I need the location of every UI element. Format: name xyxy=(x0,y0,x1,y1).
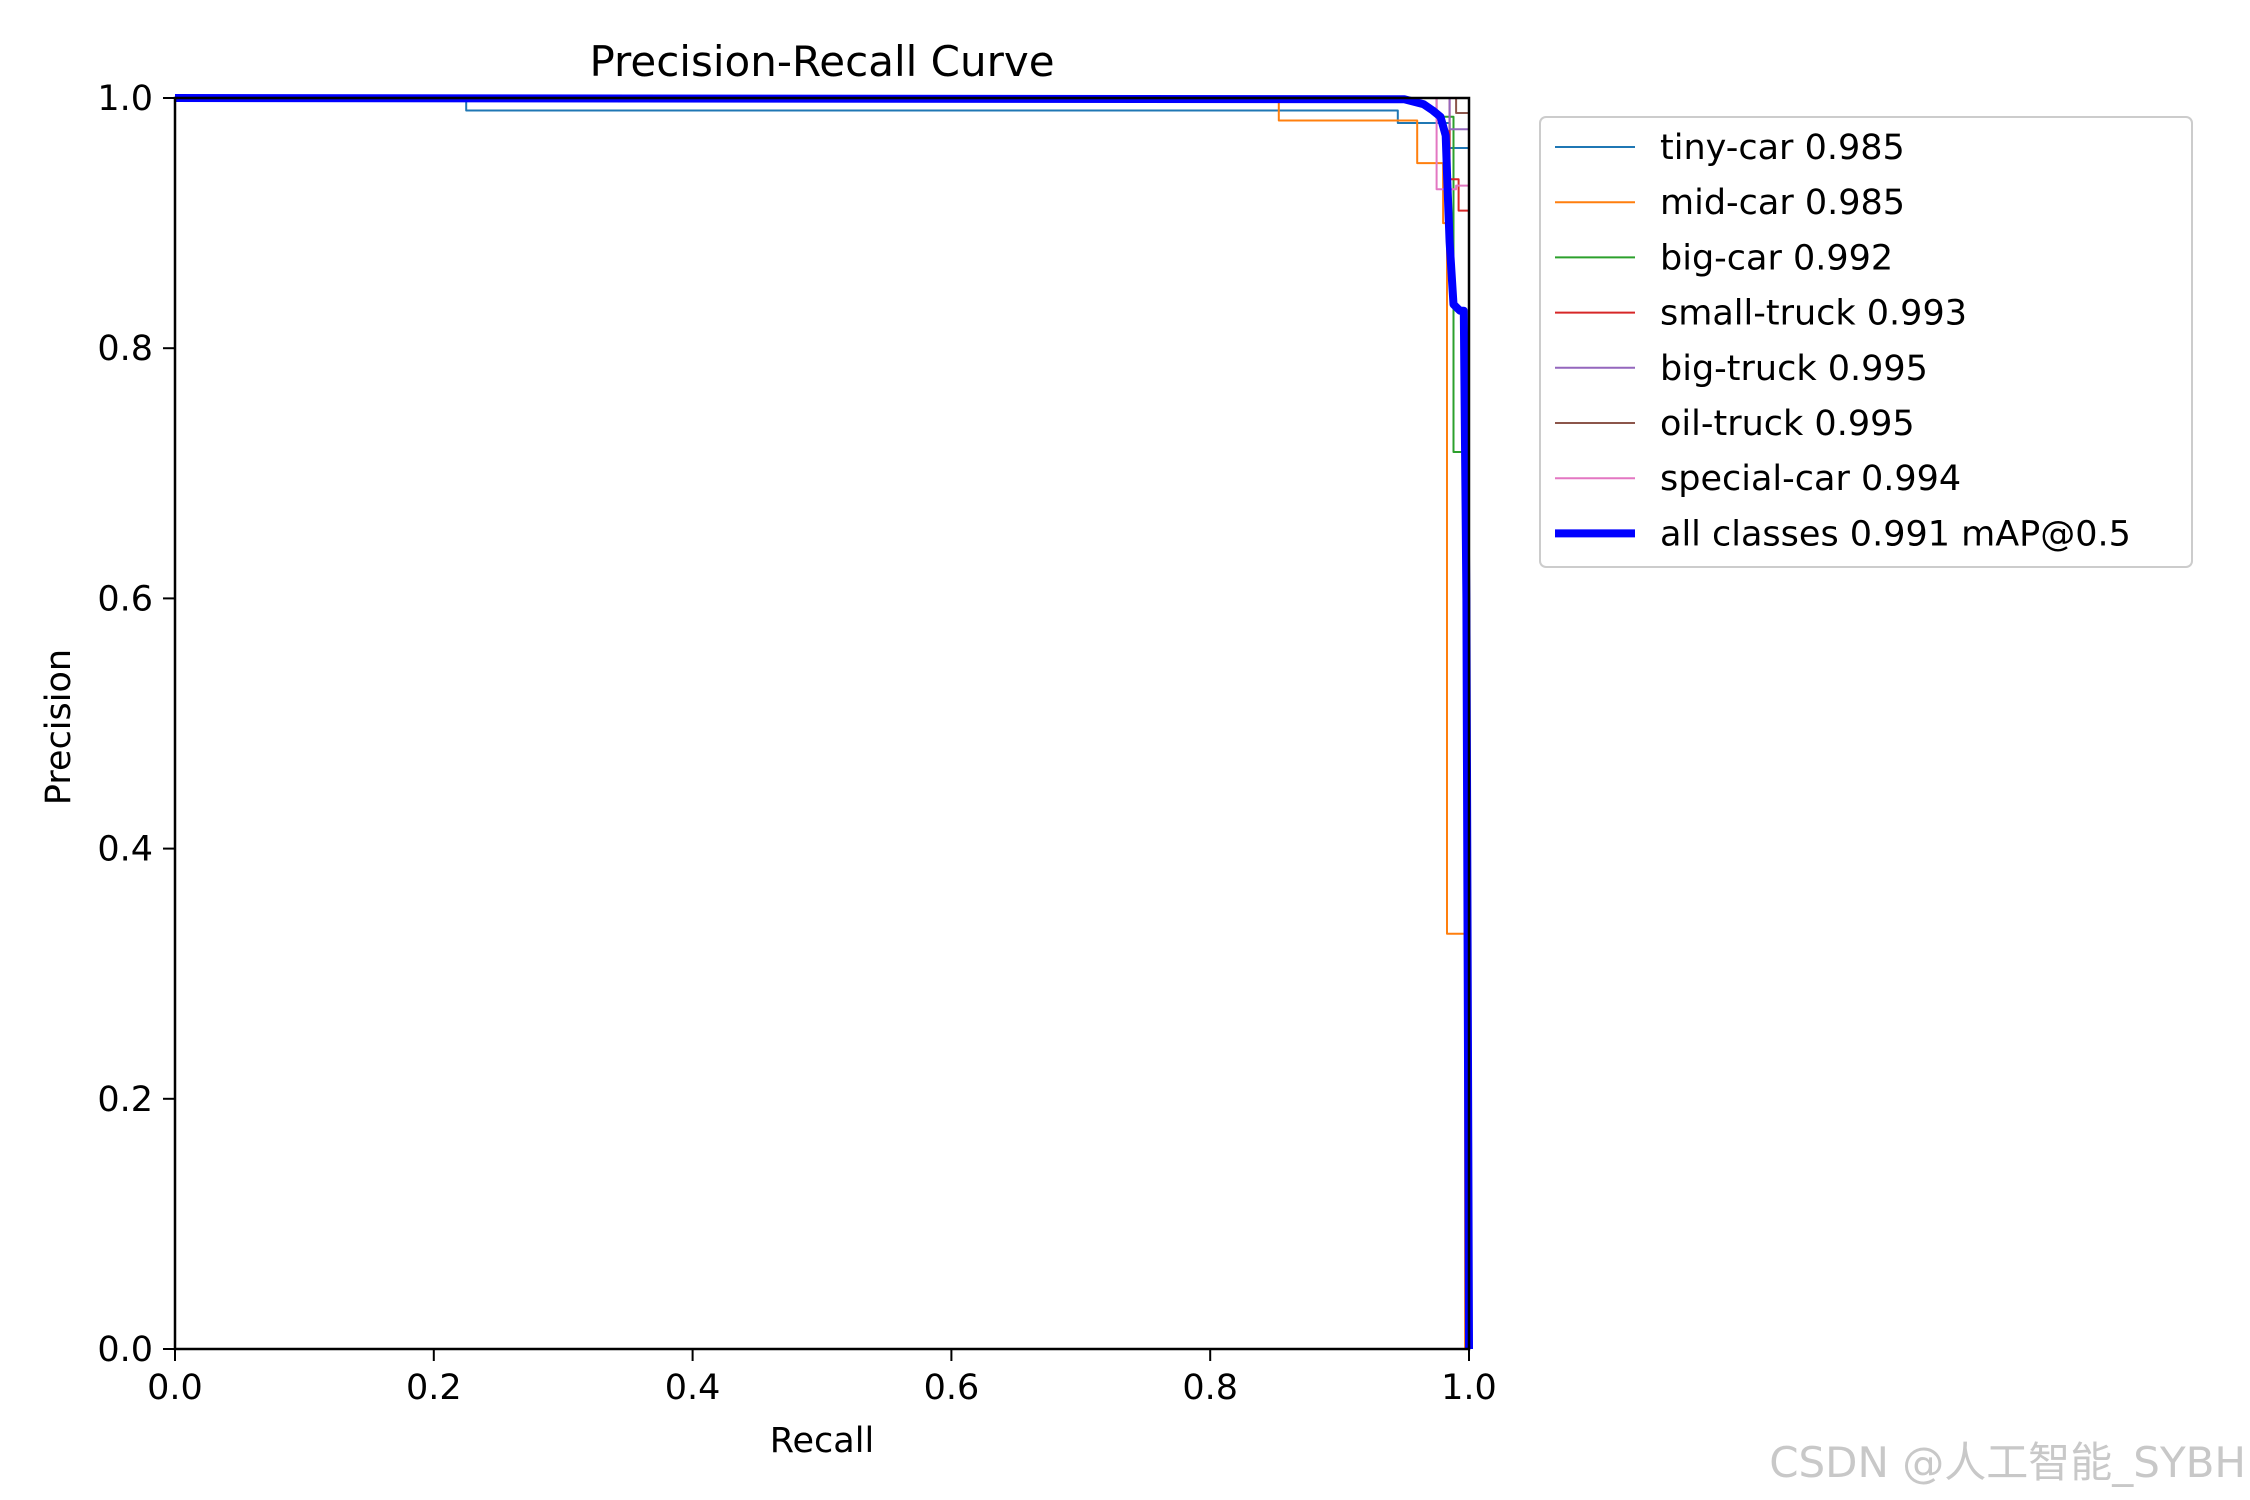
legend-label-2: big-car 0.992 xyxy=(1660,238,1893,278)
legend-label-3: small-truck 0.993 xyxy=(1660,294,1967,334)
x-tick-label-4: 0.8 xyxy=(1182,1368,1238,1408)
series-line-3 xyxy=(175,97,1470,1349)
legend-label-6: special-car 0.994 xyxy=(1660,459,1961,499)
y-tick-label-5: 1.0 xyxy=(97,79,153,119)
legend: tiny-car 0.985 mid-car 0.985 big-car 0.992… xyxy=(1539,116,2193,568)
chart-title: Precision-Recall Curve xyxy=(589,37,1054,86)
x-axis-label: Recall xyxy=(770,1421,874,1461)
x-tick-label-0: 0.0 xyxy=(147,1368,203,1408)
series-line-4 xyxy=(175,97,1470,1349)
plot-frame xyxy=(173,96,1471,1351)
x-tick-label-5: 1.0 xyxy=(1441,1368,1497,1408)
series-line-5 xyxy=(175,97,1470,1349)
x-tick-label-2: 0.4 xyxy=(665,1368,721,1408)
legend-label-4: big-truck 0.995 xyxy=(1660,349,1928,389)
legend-box xyxy=(1539,116,2193,568)
legend-label-7: all classes 0.991 mAP@0.5 xyxy=(1660,514,2131,554)
y-tick-label-4: 0.8 xyxy=(97,329,153,369)
x-tick-label-3: 0.6 xyxy=(924,1368,980,1408)
legend-label-0: tiny-car 0.985 xyxy=(1660,128,1905,168)
series-line-2 xyxy=(175,97,1468,1349)
legend-label-1: mid-car 0.985 xyxy=(1660,183,1905,223)
y-tick-label-1: 0.2 xyxy=(97,1080,153,1120)
y-axis: 0.0 0.2 0.4 0.6 0.8 1.0 xyxy=(97,79,175,1370)
y-tick-label-3: 0.6 xyxy=(97,579,153,619)
x-tick-label-1: 0.2 xyxy=(406,1368,462,1408)
series-line-7 xyxy=(174,94,1473,1350)
series-line-0 xyxy=(175,97,1470,1349)
x-axis: 0.0 0.2 0.4 0.6 0.8 1.0 xyxy=(147,1349,1497,1408)
watermark: CSDN @人工智能_SYBH xyxy=(1769,1438,2246,1487)
legend-label-5: oil-truck 0.995 xyxy=(1660,404,1915,444)
y-tick-label-2: 0.4 xyxy=(97,830,153,870)
plot-area xyxy=(173,94,1473,1351)
y-tick-label-0: 0.0 xyxy=(97,1330,153,1370)
y-axis-label: Precision xyxy=(39,649,79,805)
series-line-1 xyxy=(175,97,1467,1349)
series-line-6 xyxy=(175,97,1470,1349)
